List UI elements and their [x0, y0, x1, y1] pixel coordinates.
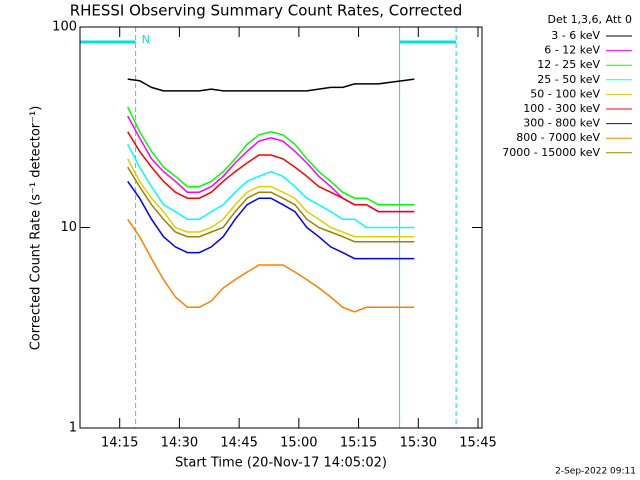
series-line	[127, 166, 415, 243]
x-tick-label: 15:15	[340, 436, 377, 451]
legend-label: 12 - 25 keV	[537, 58, 600, 71]
x-tick-label: 15:00	[280, 436, 317, 451]
x-tick-label: 15:30	[400, 436, 437, 451]
x-tick-label: 15:45	[459, 436, 496, 451]
plot-area: N	[79, 27, 457, 428]
x-tick-label: 14:15	[101, 436, 138, 451]
y-axis-label: Corrected Count Rate (s⁻¹ detector⁻¹)	[29, 106, 44, 351]
legend-label: 800 - 7000 keV	[516, 131, 600, 144]
legend-label: 300 - 800 keV	[523, 117, 600, 130]
interval-label: N	[142, 33, 150, 46]
legend-label: 100 - 300 keV	[523, 102, 600, 115]
x-tick-label: 14:45	[220, 436, 257, 451]
legend-label: 50 - 100 keV	[530, 87, 600, 100]
x-tick-label: 14:30	[161, 436, 198, 451]
legend-label: 3 - 6 keV	[551, 29, 600, 42]
series-line	[127, 143, 415, 229]
series-line	[127, 158, 415, 238]
legend-label: 7000 - 15000 keV	[502, 146, 600, 159]
legend-label: 25 - 50 keV	[537, 73, 600, 86]
chart-title: RHESSI Observing Summary Count Rates, Co…	[70, 2, 463, 20]
legend-label: 6 - 12 keV	[544, 44, 600, 57]
timestamp: 2-Sep-2022 09:11	[555, 467, 636, 477]
series-line	[127, 131, 415, 213]
series-line	[127, 106, 415, 206]
x-axis-label: Start Time (20-Nov-17 14:05:02)	[175, 456, 387, 471]
y-tick-label: 1	[69, 421, 77, 436]
y-tick-label: 10	[60, 220, 77, 235]
series-line	[127, 218, 415, 313]
series-line	[127, 180, 415, 260]
legend-title: Det 1,3,6, Att 0	[548, 13, 632, 26]
series-line	[127, 78, 415, 92]
y-tick-label: 100	[52, 20, 77, 35]
